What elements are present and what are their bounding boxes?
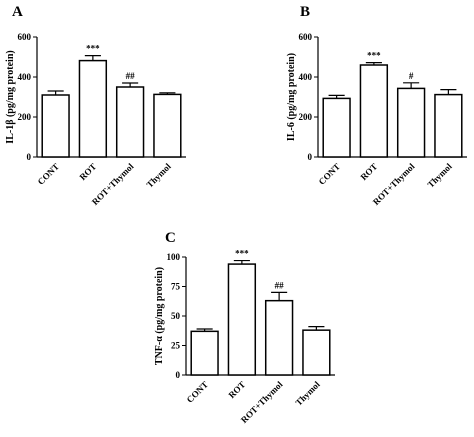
- panel-label: B: [300, 4, 310, 20]
- bar: [264, 299, 294, 376]
- significance-label: ##: [275, 280, 285, 290]
- x-tick-label: CONT: [36, 161, 61, 186]
- y-tick-label: 200: [18, 112, 32, 122]
- y-tick-label: 0: [308, 152, 313, 162]
- bar: [227, 263, 257, 376]
- y-tick-label: 0: [176, 370, 181, 380]
- significance-label: ***: [235, 249, 249, 259]
- bar: [153, 93, 182, 158]
- y-tick-label: 400: [299, 72, 313, 82]
- significance-label: #: [409, 71, 414, 81]
- bar: [78, 59, 108, 158]
- x-tick-label: Thymol: [425, 161, 454, 190]
- y-axis-label: IL-6 (pg/mg protein): [286, 53, 297, 141]
- bar: [190, 330, 219, 376]
- bar: [322, 97, 351, 158]
- y-tick-label: 200: [299, 112, 313, 122]
- y-tick-label: 400: [18, 72, 32, 82]
- significance-label: ***: [86, 44, 100, 54]
- x-tick-label: Thymol: [144, 161, 173, 190]
- x-tick-label: ROT: [226, 379, 247, 400]
- bar: [359, 64, 389, 158]
- y-tick-label: 0: [27, 152, 32, 162]
- significance-label: ##: [126, 71, 136, 81]
- bar: [115, 86, 145, 158]
- y-tick-label: 600: [18, 32, 32, 42]
- bar: [41, 94, 70, 158]
- y-tick-label: 25: [171, 341, 181, 351]
- y-tick-label: 600: [299, 32, 313, 42]
- y-axis-label: IL-1β (pg/mg protein): [5, 50, 16, 143]
- x-tick-label: ROT: [77, 161, 98, 182]
- x-tick-label: Thymol: [293, 379, 322, 408]
- x-tick-label: ROT: [358, 161, 379, 182]
- y-tick-label: 100: [167, 252, 181, 262]
- x-tick-label: CONT: [185, 379, 210, 404]
- y-axis-label: TNF-α (pg/mg protein): [154, 267, 165, 365]
- y-tick-label: 75: [171, 282, 181, 292]
- x-tick-label: CONT: [317, 161, 342, 186]
- panel-label: C: [165, 230, 176, 246]
- bar: [434, 93, 463, 158]
- significance-label: ***: [367, 51, 381, 61]
- bar: [396, 87, 426, 158]
- panel-label: A: [12, 4, 23, 20]
- bar: [302, 329, 331, 376]
- y-tick-label: 50: [171, 311, 181, 321]
